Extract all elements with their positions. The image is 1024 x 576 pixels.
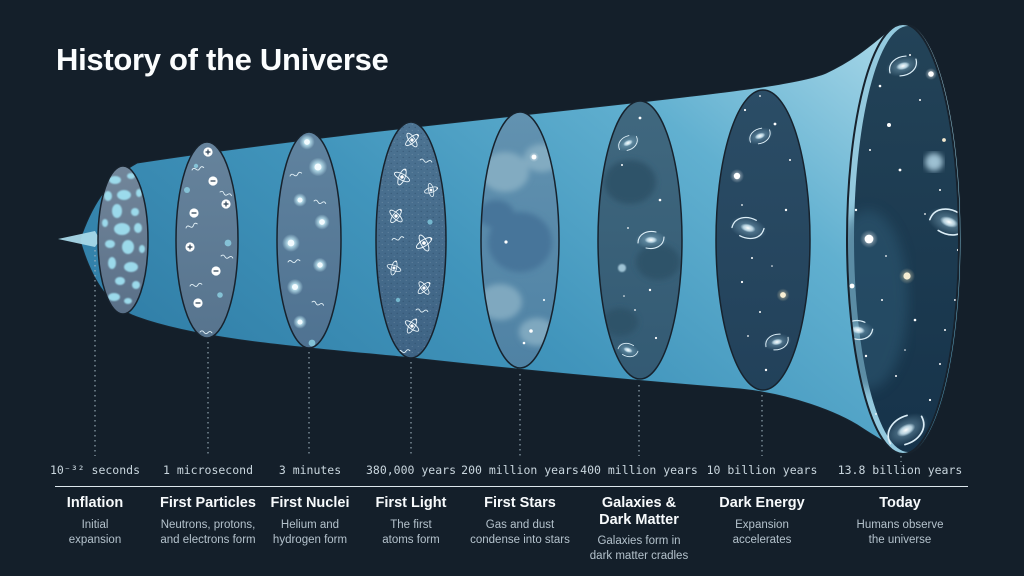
time-label-first-nuclei: 3 minutes [278,463,342,477]
page-title: History of the Universe [56,42,389,77]
ellipse-dark-energy [715,89,811,391]
stage-description: Expansion accelerates [732,518,792,546]
big-bang-flare-icon [58,231,100,247]
ellipse-today [846,23,960,455]
stage-column-first-nuclei: First Nuclei Helium and hydrogen form [235,495,385,548]
stage-column-first-particles: First Particles Neutrons, protons, and e… [133,495,283,548]
stage-name: Inflation [66,495,124,511]
ellipse-first-stars [480,111,560,369]
stage-name: First Nuclei [270,495,350,511]
stage-description: Initial expansion [68,518,122,546]
stage-column-galaxies-dark-matter: Galaxies & Dark Matter Galaxies form in … [564,495,714,564]
stage-name: First Stars [484,495,556,511]
stage-description: The first atoms form [382,518,440,546]
ellipse-galaxies-dark-matter [597,100,683,380]
ellipse-first-light [375,121,447,359]
time-label-dark-energy: 10 billion years [706,463,818,477]
time-label-first-light: 380,000 years [365,463,457,477]
time-label-today: 13.8 billion years [837,463,963,477]
ellipse-first-particles [175,141,239,339]
spiral-galaxies-icon [602,116,680,361]
timeline-axis-rule [55,486,968,488]
stage-name: Galaxies & Dark Matter [599,495,679,528]
stage-description: Gas and dust condense into stars [470,518,570,546]
stage-column-dark-energy: Dark Energy Expansion accelerates [687,495,837,548]
stage-description: Galaxies form in dark matter cradles [589,535,689,563]
stage-column-first-light: First Light The first atoms form [336,495,486,548]
stage-column-first-stars: First Stars Gas and dust condense into s… [445,495,595,548]
time-label-first-particles: 1 microsecond [162,463,254,477]
charged-particles-icon [184,146,234,335]
time-label-galaxies: 400 million years [580,463,698,477]
stage-column-inflation: Inflation Initial expansion [20,495,170,548]
atoms-icon [384,130,441,354]
stage-column-today: Today Humans observe the universe [825,495,975,548]
stage-name: First Particles [160,495,256,511]
glowing-nuclei-icon [282,134,330,347]
stage-description: Helium and hydrogen form [272,518,348,546]
stage-name: Dark Energy [719,495,805,511]
stage-description: Neutrons, protons, and electrons form [160,518,256,546]
stage-description: Humans observe the universe [856,518,944,546]
timeline-leader-lines [94,250,902,462]
ellipse-first-nuclei [276,131,342,349]
stage-name: First Light [375,495,447,511]
time-label-first-stars: 200 million years [461,463,579,477]
ellipse-inflation [97,165,149,315]
stage-name: Today [879,495,921,511]
galaxies-stars-icon [725,95,794,372]
gas-clouds-stars-icon [481,144,559,346]
time-label-inflation: 10⁻³² seconds [49,463,141,477]
quantum-fluctuations-icon [102,173,145,304]
